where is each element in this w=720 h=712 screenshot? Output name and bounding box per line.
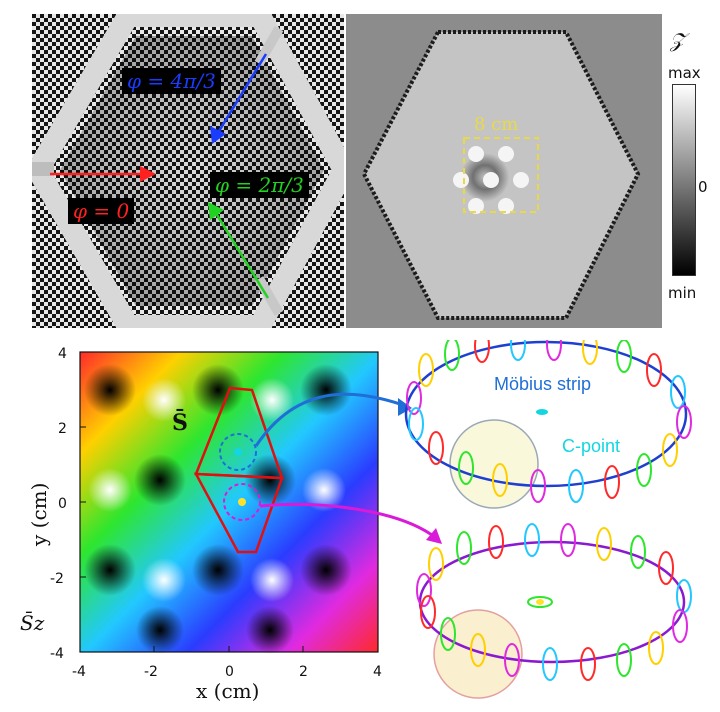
mobius-strip-label: Möbius strip — [494, 374, 591, 394]
highlight-upper — [449, 419, 539, 509]
link-arrow-blue — [254, 392, 407, 447]
wave-field-panel: 8 cm — [346, 14, 662, 328]
c-point-ellipse-lower — [527, 596, 553, 608]
wave-field-graphic — [346, 14, 662, 328]
x-tick: 4 — [373, 664, 382, 680]
x-tick: 0 — [225, 664, 234, 680]
phase-label-0: φ = 0 — [68, 198, 135, 224]
colorbar-title: 𝒵 — [670, 28, 686, 52]
wave-maker-top — [254, 26, 284, 66]
wall-boundary — [361, 30, 641, 320]
c-point-loop-upper — [219, 433, 257, 471]
link-arrow-magenta — [259, 502, 437, 540]
y-tick: -2 — [50, 571, 64, 587]
arrow-green — [212, 209, 270, 299]
c-point-label: C-point — [562, 436, 620, 456]
scale-box — [463, 137, 539, 213]
link-arrow-blue-head — [398, 398, 412, 416]
c-point-lower — [238, 498, 246, 506]
scale-label: 8 cm — [474, 114, 519, 135]
arrow-blue-head — [210, 126, 226, 144]
x-axis-ticks — [79, 646, 379, 652]
central-lattice — [453, 146, 529, 214]
c-point-marker-lower — [536, 599, 544, 605]
y-tick: 2 — [58, 421, 67, 437]
arrow-green-head — [208, 202, 224, 220]
c-point-marker-upper — [536, 409, 548, 415]
s-label: S̄ — [172, 408, 188, 436]
spin-map-graphic: -4 -2 0 2 4 4 2 0 -2 -4 x (cm) y (cm) S̄… — [20, 340, 692, 703]
y-tick: 4 — [58, 346, 67, 362]
experiment-photo-panel: φ = 4π/3 φ = 2π/3 φ = 0 — [32, 14, 344, 328]
link-arrow-magenta-head — [426, 528, 442, 544]
colorbar-zero: 0 — [698, 178, 708, 196]
phase-label-4pi3: φ = 4π/3 — [122, 68, 221, 94]
x-axis-label: x (cm) — [196, 679, 259, 703]
cell-lower — [193, 472, 284, 554]
y-tick: 0 — [58, 496, 67, 512]
colorbar-min: min — [668, 284, 697, 302]
polarization-ellipses-lower — [416, 523, 692, 681]
sz-label: S̄z — [20, 610, 45, 635]
x-tick: 2 — [299, 664, 308, 680]
water-surface — [60, 36, 324, 306]
photo-graphic — [32, 14, 344, 328]
c-point-loop-lower — [223, 483, 261, 521]
wave-maker-left — [32, 162, 54, 176]
polarization-ellipses-upper — [406, 340, 692, 503]
highlight-lower — [433, 609, 523, 699]
y-tick: -4 — [50, 646, 64, 662]
x-tick: -2 — [144, 664, 158, 680]
y-axis-ticks — [80, 351, 86, 653]
phase-singularities — [84, 364, 352, 654]
phase-label-2pi3: φ = 2π/3 — [210, 172, 309, 198]
arrow-red-head — [140, 166, 156, 182]
colorbar-max: max — [668, 64, 701, 82]
arrow-blue — [214, 53, 268, 137]
spin-map-panel: -4 -2 0 2 4 4 2 0 -2 -4 x (cm) y (cm) S̄… — [20, 340, 710, 712]
colorbar — [672, 84, 696, 276]
y-axis-label: y (cm) — [27, 483, 51, 547]
x-tick: -4 — [72, 664, 86, 680]
c-point-upper — [234, 448, 242, 456]
